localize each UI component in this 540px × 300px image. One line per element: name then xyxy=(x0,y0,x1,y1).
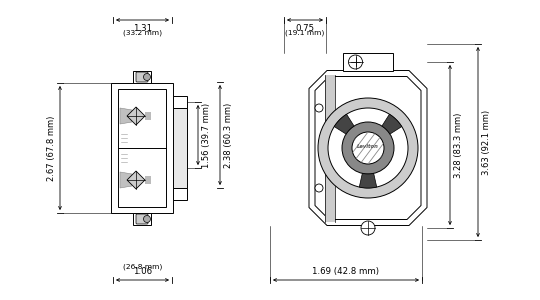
Text: 2.38 (60.3 mm): 2.38 (60.3 mm) xyxy=(224,102,233,168)
Circle shape xyxy=(144,215,151,223)
Circle shape xyxy=(315,184,323,192)
Text: Leviton: Leviton xyxy=(357,143,379,148)
Bar xyxy=(118,89,166,207)
Bar xyxy=(145,176,151,184)
Bar xyxy=(173,96,187,108)
Bar xyxy=(133,213,151,225)
Bar xyxy=(173,108,187,188)
Bar xyxy=(343,52,393,70)
Text: 1.06: 1.06 xyxy=(133,267,152,276)
Circle shape xyxy=(328,108,408,188)
Circle shape xyxy=(315,104,323,112)
Circle shape xyxy=(342,122,394,174)
Text: (19.1 mm): (19.1 mm) xyxy=(285,30,325,36)
Polygon shape xyxy=(382,114,402,134)
Circle shape xyxy=(318,98,418,198)
Text: (26.8 mm): (26.8 mm) xyxy=(123,264,162,270)
FancyBboxPatch shape xyxy=(136,214,148,224)
Text: 1.69 (42.8 mm): 1.69 (42.8 mm) xyxy=(313,267,380,276)
Polygon shape xyxy=(127,107,145,125)
Bar xyxy=(173,188,187,200)
Text: 1.31: 1.31 xyxy=(133,24,152,33)
Bar xyxy=(111,83,173,213)
Text: 2.67 (67.8 mm): 2.67 (67.8 mm) xyxy=(47,115,56,181)
Text: 0.75: 0.75 xyxy=(295,24,315,33)
Text: (33.2 mm): (33.2 mm) xyxy=(123,30,162,36)
Polygon shape xyxy=(127,171,145,189)
Polygon shape xyxy=(120,108,132,124)
Polygon shape xyxy=(315,76,421,220)
Polygon shape xyxy=(120,172,132,188)
Bar xyxy=(121,112,127,120)
Bar xyxy=(145,112,151,120)
Text: 1.56 (39.7 mm): 1.56 (39.7 mm) xyxy=(202,102,211,168)
FancyBboxPatch shape xyxy=(136,72,148,82)
Circle shape xyxy=(144,74,151,80)
Polygon shape xyxy=(309,70,427,226)
Circle shape xyxy=(361,221,375,235)
Text: 3.28 (83.3 mm): 3.28 (83.3 mm) xyxy=(454,112,463,178)
Polygon shape xyxy=(334,114,354,134)
Bar xyxy=(121,176,127,184)
Bar xyxy=(118,89,166,207)
Bar xyxy=(325,74,335,221)
Text: 3.63 (92.1 mm): 3.63 (92.1 mm) xyxy=(482,110,491,175)
Polygon shape xyxy=(359,173,377,188)
Circle shape xyxy=(351,57,360,66)
Circle shape xyxy=(348,55,362,69)
Bar xyxy=(133,71,151,83)
Circle shape xyxy=(352,132,384,164)
Polygon shape xyxy=(309,70,427,226)
